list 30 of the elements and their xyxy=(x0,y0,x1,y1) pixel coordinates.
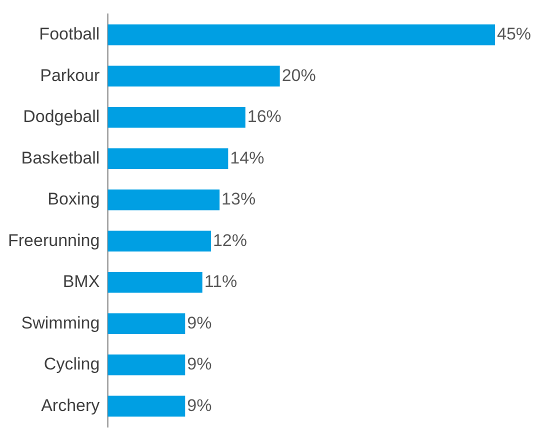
y-tick-label: Dodgeball xyxy=(23,107,100,126)
bar xyxy=(108,66,280,86)
data-label: 12% xyxy=(212,230,247,250)
data-label: 13% xyxy=(222,190,256,209)
data-label: 11% xyxy=(204,272,238,292)
bar xyxy=(108,313,186,334)
bar xyxy=(108,272,202,293)
y-tick-label: BMX xyxy=(62,272,100,292)
data-label: 20% xyxy=(282,66,316,85)
bar xyxy=(108,354,186,376)
y-tick-label: Football xyxy=(39,24,100,44)
bar xyxy=(108,148,228,170)
y-tick-label: Parkour xyxy=(40,66,100,85)
bar xyxy=(108,189,220,210)
bar xyxy=(108,396,186,417)
data-label: 45% xyxy=(497,24,532,44)
y-tick-label: Cycling xyxy=(44,354,100,374)
data-label: 16% xyxy=(247,107,282,126)
data-label: 14% xyxy=(230,148,264,168)
y-tick-label: Basketball xyxy=(21,148,100,168)
data-label: 9% xyxy=(187,396,212,415)
y-tick-label: Boxing xyxy=(48,190,100,209)
y-tick-label: Archery xyxy=(41,396,100,415)
bar xyxy=(108,24,495,46)
data-label: 9% xyxy=(187,313,212,332)
y-tick-label: Freerunning xyxy=(8,230,100,250)
bar xyxy=(108,230,211,252)
y-tick-label: Swimming xyxy=(21,313,100,332)
data-label: 9% xyxy=(187,354,212,374)
bar xyxy=(108,106,246,128)
